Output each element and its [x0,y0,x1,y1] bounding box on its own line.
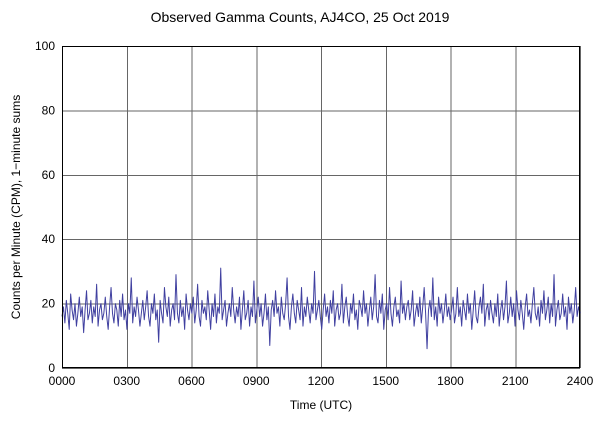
y-tick-label: 80 [42,103,56,117]
y-tick-label: 40 [42,232,56,246]
y-tick-label: 100 [35,39,55,53]
x-tick-label: 1200 [308,374,335,388]
x-tick-label: 0300 [113,374,140,388]
y-tick-label: 60 [42,168,56,182]
x-tick-label: 2100 [502,374,529,388]
x-tick-label: 2400 [567,374,594,388]
x-axis-label: Time (UTC) [289,398,353,412]
series-line [61,267,581,350]
x-tick-label: 1500 [372,374,399,388]
x-tick-label: 0000 [49,374,76,388]
x-tick-label: 1800 [437,374,464,388]
y-tick-label: 20 [42,297,56,311]
y-tick-label: 0 [48,361,55,375]
x-tick-label: 0900 [243,374,270,388]
x-tick-label: 0600 [178,374,205,388]
chart-title: Observed Gamma Counts, AJ4CO, 25 Oct 201… [150,9,450,25]
plot-frame [61,45,581,369]
